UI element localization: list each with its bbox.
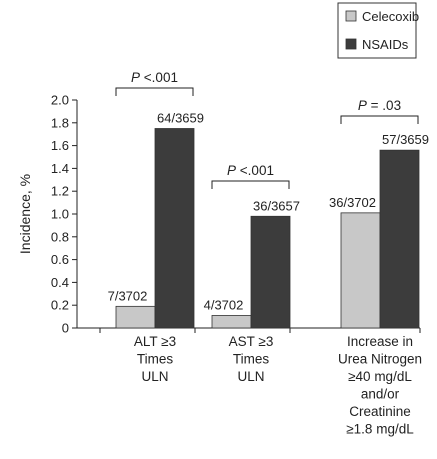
bar-celecoxib (115, 305, 156, 329)
category-label: ULN (237, 369, 264, 384)
category-label: Times (233, 352, 269, 367)
category-labels: ALT ≥3 Times ULN AST ≥3 Times ULN Increase in U… (134, 334, 422, 437)
bracket (211, 180, 290, 189)
p-symbol: P (131, 70, 140, 85)
legend-swatch-nsaids (345, 38, 357, 50)
category-label: ≥1.8 mg/dL (346, 422, 414, 437)
bars (115, 128, 420, 329)
y-tick-label: 0.2 (51, 298, 69, 313)
category-label: Times (137, 352, 173, 367)
y-tick-label: 0.8 (51, 229, 69, 244)
y-tick-label: 0.6 (51, 252, 69, 267)
p-symbol: P (358, 98, 367, 113)
y-tick-label: 1.8 (51, 115, 69, 130)
category-label: ≥40 mg/dL (348, 369, 412, 384)
p-value-label: P <.001 (227, 163, 274, 178)
p-value: <.001 (236, 163, 274, 178)
legend-swatch-celecoxib (345, 10, 357, 22)
y-tick-label: 1.4 (51, 161, 69, 176)
p-value: <.001 (140, 70, 178, 85)
bar-nsaids (379, 149, 420, 329)
y-tick-label: 1.2 (51, 184, 69, 199)
y-tick-label: 0 (62, 321, 69, 336)
y-tick-label: 0.4 (51, 275, 69, 290)
p-value: = .03 (367, 98, 401, 113)
y-tick-label: 2.0 (51, 93, 69, 108)
p-value-label: P <.001 (131, 70, 178, 85)
category-label: Increase in (347, 334, 413, 349)
p-symbol: P (227, 163, 236, 178)
y-axis-title: Incidence, % (17, 174, 33, 254)
category-label: AST ≥3 (229, 334, 274, 349)
bar-nsaids (154, 128, 195, 329)
bar-celecoxib (211, 315, 252, 329)
category-label: Urea Nitrogen (338, 352, 422, 367)
y-tick-label: 1.0 (51, 207, 69, 222)
data-label: 36/3702 (329, 195, 376, 210)
data-label: 64/3659 (157, 111, 204, 126)
category-label: Creatinine (349, 404, 411, 419)
category-label: and/or (361, 387, 400, 402)
legend-label-celecoxib: Celecoxib (362, 9, 419, 24)
bracket (115, 87, 194, 96)
legend: Celecoxib NSAIDs (337, 2, 419, 59)
legend-label-nsaids: NSAIDs (362, 37, 409, 52)
data-label: 57/3659 (382, 132, 429, 147)
data-label: 7/3702 (108, 288, 148, 303)
category-label: ULN (141, 369, 168, 384)
bracket (340, 115, 419, 124)
bar-celecoxib (340, 212, 381, 329)
p-value-label: P = .03 (358, 98, 401, 113)
data-label: 4/3702 (204, 297, 244, 312)
bar-nsaids (250, 215, 291, 329)
data-label: 36/3657 (253, 198, 300, 213)
y-tick-label: 1.6 (51, 138, 69, 153)
data-labels: 7/3702 4/3702 36/3702 64/3659 36/3657 57/3659 (108, 111, 429, 313)
category-label: ALT ≥3 (134, 334, 176, 349)
